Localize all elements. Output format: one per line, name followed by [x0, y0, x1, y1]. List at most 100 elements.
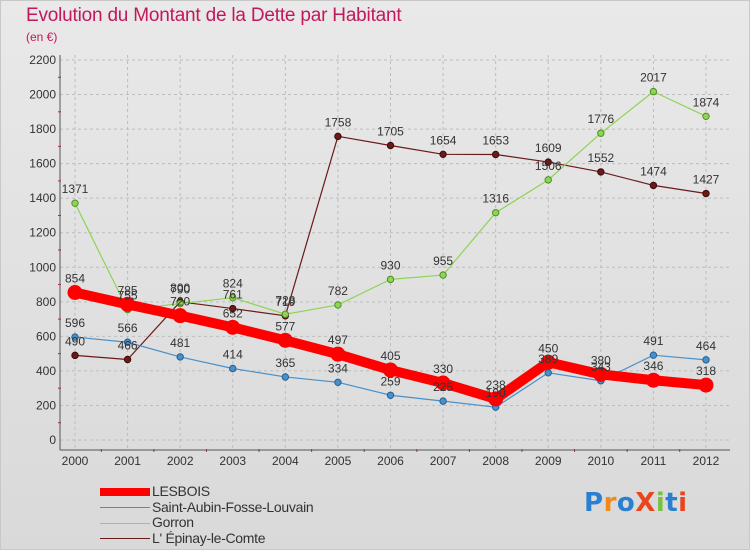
logo-letter: i	[655, 488, 666, 518]
y-tick-label: 400	[36, 364, 56, 378]
data-point	[491, 150, 500, 159]
data-point	[386, 141, 395, 150]
y-tick-label: 1800	[29, 122, 56, 136]
data-label: 225	[433, 380, 453, 394]
data-point	[593, 366, 609, 382]
data-label: 755	[118, 289, 138, 303]
data-label: 720	[170, 295, 190, 309]
x-tick-label: 2009	[535, 454, 562, 468]
data-point	[702, 356, 710, 364]
data-point	[229, 364, 237, 373]
data-point	[383, 362, 398, 378]
data-point	[544, 158, 552, 166]
x-tick-label: 2008	[482, 454, 509, 468]
data-label: 481	[170, 336, 190, 350]
data-point	[439, 271, 447, 279]
data-point	[544, 176, 552, 184]
data-label: 930	[380, 258, 400, 272]
data-label: 380	[591, 353, 611, 367]
y-tick-label: 800	[36, 295, 56, 309]
data-point	[281, 310, 290, 318]
data-label: 490	[65, 334, 85, 348]
data-point	[225, 319, 241, 335]
x-tick-label: 2003	[219, 454, 246, 468]
data-label: 414	[223, 347, 243, 361]
data-point	[649, 181, 658, 190]
data-label: 2017	[640, 71, 667, 85]
data-point	[123, 355, 132, 364]
legend-swatch	[100, 538, 150, 540]
legend-swatch	[100, 487, 150, 496]
x-tick-label: 2011	[641, 454, 667, 468]
data-label: 1506	[535, 159, 562, 173]
y-tick-label: 1400	[29, 191, 56, 205]
data-label: 346	[643, 359, 663, 373]
data-label: 1758	[325, 115, 352, 129]
data-point	[71, 333, 79, 341]
data-label: 1316	[482, 192, 509, 206]
x-tick-label: 2007	[430, 454, 457, 468]
data-point	[435, 375, 451, 391]
logo-letter: i	[678, 488, 688, 518]
data-label: 1609	[535, 141, 562, 155]
data-point	[488, 391, 504, 407]
data-point	[491, 208, 500, 217]
data-label: 728	[275, 293, 295, 307]
data-point	[123, 338, 132, 346]
x-tick-label: 2012	[693, 454, 720, 468]
data-point	[597, 168, 605, 176]
data-point	[645, 372, 661, 388]
legend-label: Saint-Aubin-Fosse-Louvain	[152, 498, 314, 515]
data-label: 464	[696, 339, 716, 353]
data-point	[334, 378, 342, 387]
y-tick-label: 0	[49, 433, 56, 447]
y-tick-label: 1200	[29, 226, 56, 240]
x-tick-label: 2010	[587, 454, 614, 468]
data-label: 318	[696, 364, 716, 378]
data-label: 343	[591, 360, 611, 374]
data-point	[71, 351, 79, 360]
x-tick-label: 2001	[114, 454, 141, 468]
data-label: 1474	[640, 164, 667, 178]
data-point	[334, 301, 342, 309]
data-label: 1654	[430, 133, 457, 147]
chart-title: Evolution du Montant de la Dette par Hab…	[26, 5, 402, 26]
data-label: 1705	[377, 125, 404, 139]
data-label: 365	[275, 356, 295, 370]
data-label: 1552	[587, 151, 614, 165]
unit-label: (en €)	[26, 30, 58, 44]
data-label: 785	[118, 283, 138, 297]
data-label: 1371	[62, 182, 89, 196]
data-point	[649, 87, 658, 96]
data-label: 761	[223, 288, 243, 302]
data-point	[702, 112, 710, 121]
y-tick-label: 200	[36, 398, 56, 412]
data-label: 782	[328, 284, 348, 298]
data-point	[71, 199, 79, 207]
data-label: 405	[380, 349, 400, 363]
data-label: 1776	[587, 112, 614, 126]
x-tick-label: 2002	[167, 454, 194, 468]
data-point	[439, 150, 447, 159]
data-label: 790	[170, 283, 190, 297]
data-point	[702, 189, 710, 198]
data-point	[176, 353, 184, 361]
data-label: 259	[380, 374, 400, 388]
y-tick-label: 1600	[29, 157, 56, 171]
logo-letter: P	[584, 488, 604, 518]
y-tick-label: 1000	[29, 260, 56, 274]
data-point	[386, 391, 395, 399]
data-point	[120, 296, 136, 312]
legend-label: Gorron	[152, 514, 194, 530]
legend-label: LESBOIS	[152, 483, 210, 499]
logo-letter: X	[635, 488, 656, 518]
y-tick-label: 2200	[29, 53, 56, 67]
y-tick-label: 600	[36, 329, 56, 343]
data-point	[439, 397, 447, 405]
data-point	[386, 275, 395, 284]
data-point	[540, 354, 556, 370]
data-label: 334	[328, 361, 348, 375]
data-label: 1653	[482, 133, 509, 147]
data-point	[649, 351, 658, 359]
